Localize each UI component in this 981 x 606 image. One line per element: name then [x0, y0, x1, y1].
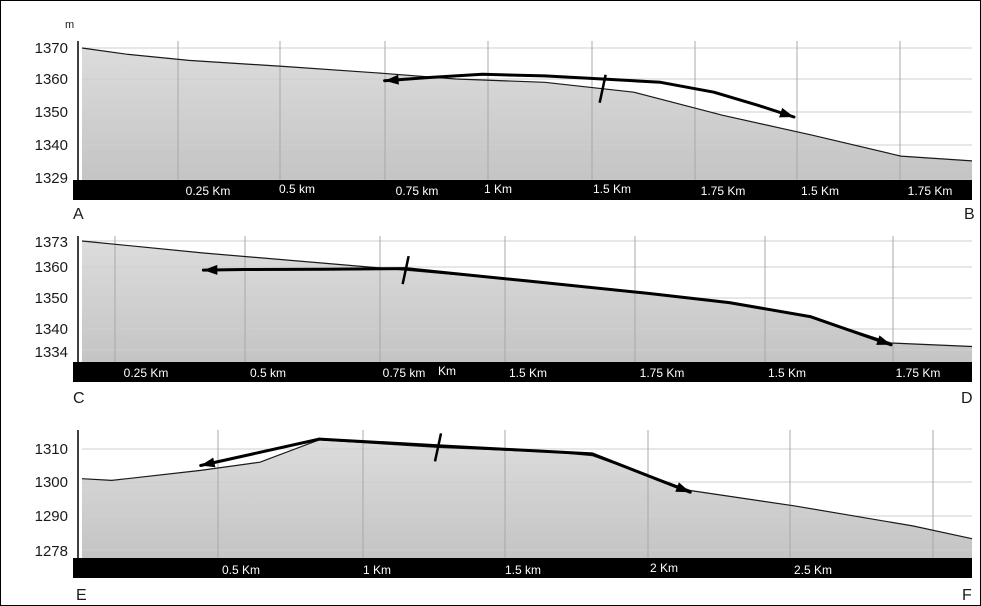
panel-1-yunit-label: m	[65, 19, 74, 31]
direction-arrow-right	[601, 77, 796, 119]
arrowhead	[384, 74, 399, 85]
terrain-area	[82, 439, 972, 558]
arrowhead	[675, 482, 691, 493]
xtick-label: Km	[438, 364, 456, 378]
direction-arrow-left	[383, 72, 605, 83]
ytick-label: 1340	[35, 321, 68, 338]
panel-3-end-label: F	[962, 587, 972, 604]
xtick-label: 0.75 km	[383, 366, 426, 380]
split-marker	[433, 433, 443, 462]
ytick-label: 1373	[35, 234, 68, 251]
panel-1-xaxis-band	[73, 180, 972, 200]
xtick-label: 0.5 km	[279, 182, 315, 196]
ytick-label: 1334	[35, 344, 68, 361]
terrain-profile-line	[81, 47, 973, 162]
xtick-label: 1.5 Km	[768, 366, 806, 380]
xtick-label: 1.75 Km	[701, 184, 746, 198]
xtick-label: 1.5 Km	[593, 182, 631, 196]
panel-2-start-label: C	[73, 390, 85, 407]
xtick-label: 1.75 Km	[896, 366, 941, 380]
xtick-label: 2 Km	[650, 561, 678, 575]
ytick-label: 1310	[35, 441, 68, 458]
arrowhead	[779, 107, 794, 118]
xtick-label: 0.5 km	[250, 366, 286, 380]
panel-1: 0.25 Km 0.5 km 0.75 km 1 Km 1.5 Km 1.75 …	[35, 19, 975, 223]
xtick-label: 0.25 Km	[124, 366, 169, 380]
ytick-label: 1329	[35, 170, 68, 187]
panel-3-start-label: E	[76, 587, 87, 604]
xtick-label: 1.5 Km	[801, 184, 839, 198]
panel-3: 0.5 Km 1 Km 1.5 km 2 Km 2.5 Km 1310 1300…	[35, 430, 973, 604]
panel-3-xaxis-band	[73, 558, 972, 578]
xtick-label: 0.5 Km	[222, 563, 260, 577]
direction-arrow-left	[201, 267, 408, 272]
panel-2-plot	[77, 236, 973, 362]
terrain-area	[82, 241, 972, 362]
panel-2-ytick-labels: 1373 1360 1350 1340 1334	[35, 234, 68, 361]
ytick-label: 1300	[35, 474, 68, 491]
panel-1-end-label: B	[964, 206, 975, 223]
ytick-label: 1340	[35, 137, 68, 154]
xtick-label: 1 Km	[363, 563, 391, 577]
panel-1-xtick-labels: 0.25 Km 0.5 km 0.75 km 1 Km 1.5 Km 1.75 …	[186, 182, 953, 198]
xtick-label: 1 Km	[484, 182, 512, 196]
xtick-label: 1.5 Km	[509, 366, 547, 380]
ytick-label: 1370	[35, 40, 68, 57]
ytick-label: 1350	[35, 104, 68, 121]
panel-2-xtick-labels: 0.25 Km 0.5 km 0.75 km Km 1.5 Km 1.75 Km…	[124, 364, 941, 380]
panel-2-end-label: D	[961, 390, 973, 407]
panel-1-ytick-labels: 1370 1360 1350 1340 1329	[35, 40, 68, 187]
xtick-label: 1.5 km	[505, 563, 541, 577]
panel-3-ytick-labels: 1310 1300 1290 1278	[35, 441, 68, 560]
xtick-label: 0.25 Km	[186, 184, 231, 198]
split-marker	[598, 74, 607, 103]
terrain-area	[82, 48, 972, 180]
direction-arrow-right	[317, 437, 692, 494]
xtick-label: 1.75 Km	[640, 366, 685, 380]
xtick-label: 1.75 Km	[908, 184, 953, 198]
panel-1-start-label: A	[73, 206, 84, 223]
ytick-label: 1278	[35, 543, 68, 560]
arrowhead	[200, 457, 216, 468]
panel-2-xaxis-band	[73, 362, 972, 382]
ytick-label: 1350	[35, 290, 68, 307]
arrowhead	[203, 264, 218, 275]
direction-arrow-left	[199, 437, 321, 467]
xtick-label: 2.5 Km	[794, 563, 832, 577]
split-marker	[401, 255, 410, 285]
panel-2: 0.25 Km 0.5 km 0.75 km Km 1.5 Km 1.75 Km…	[35, 234, 973, 407]
ytick-label: 1360	[35, 259, 68, 276]
arrowhead	[876, 335, 892, 345]
ytick-label: 1290	[35, 508, 68, 525]
xtick-label: 0.75 km	[396, 184, 439, 198]
ytick-label: 1360	[35, 71, 68, 88]
panel-3-plot	[77, 430, 973, 558]
direction-arrow-right	[404, 267, 893, 347]
panel-3-xtick-labels: 0.5 Km 1 Km 1.5 km 2 Km 2.5 Km	[222, 561, 832, 577]
